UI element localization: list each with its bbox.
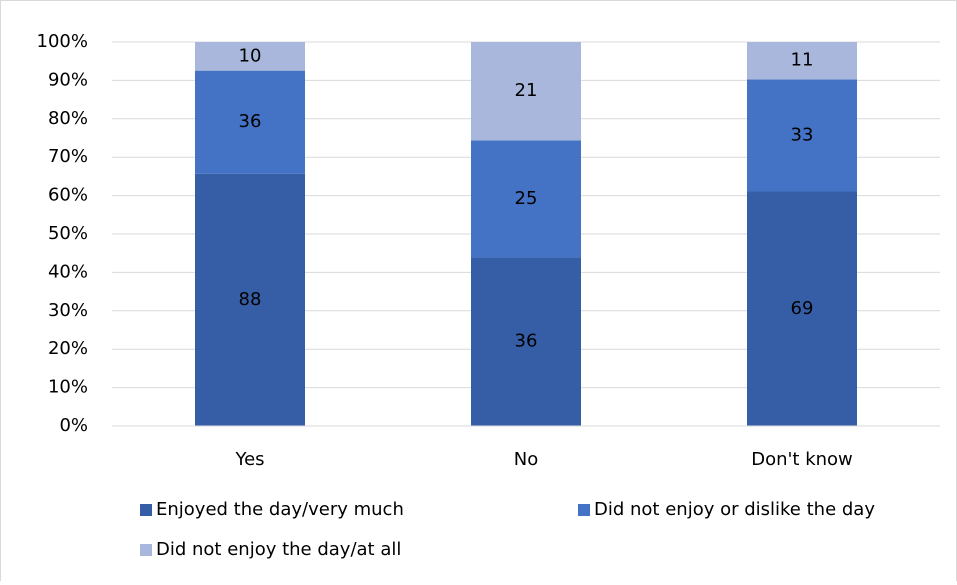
legend-label: Did not enjoy the day/at all — [156, 539, 401, 560]
legend-swatch — [578, 504, 590, 516]
x-tick-label: No — [514, 449, 538, 470]
data-label: 10 — [239, 45, 262, 66]
y-tick-label: 50% — [48, 223, 88, 244]
legend-label: Did not enjoy or dislike the day — [594, 499, 875, 520]
y-tick-label: 100% — [37, 31, 88, 52]
data-label: 36 — [515, 331, 538, 352]
bar-segment — [747, 191, 857, 426]
data-label: 69 — [791, 298, 814, 319]
bar-segment — [195, 42, 305, 71]
y-tick-label: 70% — [48, 146, 88, 167]
legend-swatch — [140, 544, 152, 556]
data-label: 88 — [239, 289, 262, 310]
bar-segment — [195, 173, 305, 426]
y-tick-label: 90% — [48, 69, 88, 90]
bar-segment — [471, 42, 581, 141]
data-label: 36 — [239, 111, 262, 132]
data-label: 11 — [791, 50, 814, 71]
data-label: 33 — [791, 124, 814, 145]
bar-segment — [195, 70, 305, 174]
y-tick-label: 20% — [48, 338, 88, 359]
data-label: 21 — [515, 80, 538, 101]
bar-segment — [747, 42, 857, 80]
y-tick-label: 30% — [48, 300, 88, 321]
bar-segment — [471, 257, 581, 426]
bar-segment — [471, 140, 581, 258]
y-tick-label: 80% — [48, 108, 88, 129]
bar-segment — [747, 79, 857, 192]
legend-label: Enjoyed the day/very much — [156, 499, 404, 520]
y-tick-label: 40% — [48, 261, 88, 282]
y-tick-label: 60% — [48, 185, 88, 206]
data-label: 25 — [515, 188, 538, 209]
y-tick-label: 0% — [59, 415, 88, 436]
y-tick-label: 10% — [48, 377, 88, 398]
x-tick-label: Yes — [234, 449, 264, 470]
x-tick-label: Don't know — [751, 449, 853, 470]
legend-swatch — [140, 504, 152, 516]
